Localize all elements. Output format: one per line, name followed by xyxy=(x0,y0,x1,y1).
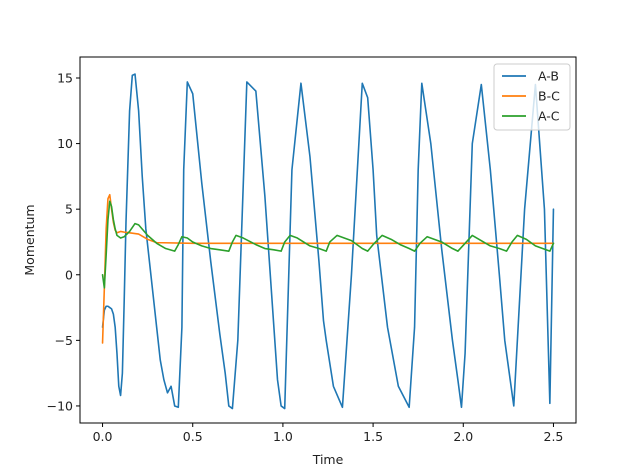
x-tick-label: 1.5 xyxy=(363,429,383,444)
legend-box xyxy=(493,63,571,131)
series-line-a-c xyxy=(101,200,555,289)
y-tick-label: 5 xyxy=(65,202,73,217)
series-layer xyxy=(101,73,555,410)
y-tick-label: 0 xyxy=(65,267,73,282)
x-tick-label: 2.5 xyxy=(544,429,564,444)
series-line-b-c xyxy=(101,193,555,344)
y-axis-label: Momentum xyxy=(22,204,37,275)
x-axis-label: Time xyxy=(312,452,344,467)
x-tick-label: 0.0 xyxy=(93,429,113,444)
axes-frame xyxy=(79,56,577,424)
x-tick-label: 2.0 xyxy=(453,429,473,444)
legend-label: A-B xyxy=(538,69,559,84)
y-axis-ticks: −10 −5 0 5 10 15 xyxy=(47,70,80,413)
x-axis-ticks: 0.0 0.5 1.0 1.5 2.0 2.5 xyxy=(93,423,564,444)
x-tick-label: 1.0 xyxy=(273,429,293,444)
x-tick-label: 0.5 xyxy=(183,429,203,444)
series-line-a-b xyxy=(101,73,555,410)
y-tick-label: 10 xyxy=(57,136,73,151)
y-tick-label: −10 xyxy=(47,398,73,413)
legend-label: A-C xyxy=(538,109,560,124)
y-tick-label: 15 xyxy=(57,70,73,85)
legend: A-B B-C A-C xyxy=(493,63,571,131)
legend-label: B-C xyxy=(538,89,560,104)
y-tick-label: −5 xyxy=(55,333,73,348)
